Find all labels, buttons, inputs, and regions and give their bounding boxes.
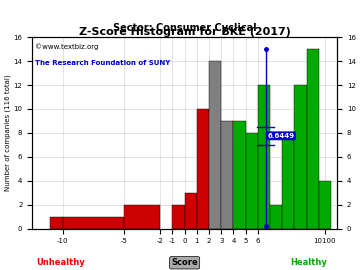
Text: Sector: Consumer Cyclical: Sector: Consumer Cyclical [113,23,256,33]
Text: Unhealthy: Unhealthy [37,258,85,267]
Bar [123,205,160,228]
Text: The Research Foundation of SUNY: The Research Foundation of SUNY [35,60,171,66]
Bar [63,217,123,228]
Text: ©www.textbiz.org: ©www.textbiz.org [35,43,99,50]
Bar [246,133,258,228]
Bar [233,121,246,228]
Bar [282,133,294,228]
Bar [185,193,197,228]
Bar [307,49,319,228]
Bar [197,109,209,228]
Bar [221,121,233,228]
Bar [270,205,282,228]
Bar [172,205,185,228]
Text: Score: Score [171,258,198,267]
Bar [319,181,331,228]
Bar [50,217,63,228]
Text: 6.6449: 6.6449 [267,133,294,139]
Text: Healthy: Healthy [290,258,327,267]
Title: Z-Score Histogram for BKE (2017): Z-Score Histogram for BKE (2017) [79,27,291,37]
Bar [209,61,221,228]
Bar [294,85,307,228]
Bar [258,85,270,228]
Y-axis label: Number of companies (116 total): Number of companies (116 total) [4,75,11,191]
